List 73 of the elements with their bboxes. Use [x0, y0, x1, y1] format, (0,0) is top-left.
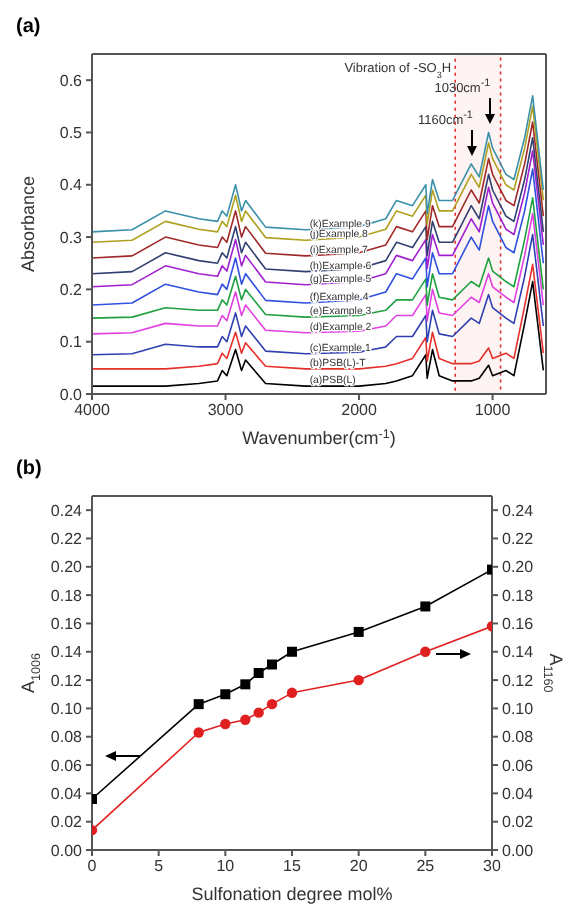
point	[193, 699, 204, 710]
x-tick-label: 20	[349, 857, 369, 876]
y-tick-label: 0.1	[59, 333, 84, 352]
point	[286, 687, 298, 699]
x-tick-label: 25	[416, 857, 436, 876]
y-tick-label: 0.12	[50, 671, 84, 690]
x-tick-label: 15	[283, 857, 302, 876]
x-tick-label: 1000	[474, 401, 512, 420]
y2-tick-label: 0.20	[502, 558, 535, 577]
y2-tick-label: 0.24	[502, 501, 535, 520]
y-tick-label: 0.06	[50, 756, 84, 775]
y-tick-label: 0.20	[50, 558, 84, 577]
point	[420, 646, 431, 657]
y2-tick-label: 0.00	[502, 841, 535, 860]
line-series	[92, 136, 545, 275]
x-tick-label: 30	[483, 857, 502, 876]
y-tick-label: 0.18	[50, 586, 84, 605]
y-tick-label: 0.5	[59, 124, 84, 143]
point	[420, 601, 431, 612]
point	[353, 674, 364, 686]
x-axis-title: Sulfonation degree mol%	[191, 884, 393, 904]
y-tick-label: 0.08	[50, 728, 84, 747]
point	[253, 707, 264, 718]
line-series	[92, 168, 545, 306]
line-series	[92, 263, 545, 370]
y2-tick-label: 0.10	[502, 700, 535, 719]
y-tick-label: 0.10	[50, 700, 84, 719]
point	[266, 698, 278, 710]
y2-tick-label: 0.14	[502, 643, 535, 662]
point	[267, 659, 277, 670]
point	[253, 668, 264, 678]
point	[353, 626, 364, 637]
point	[220, 718, 231, 730]
y2-tick-label: 0.08	[502, 728, 535, 747]
y-tick-label: 0.04	[50, 785, 84, 804]
line-series	[92, 121, 545, 259]
point	[220, 689, 231, 700]
line-series	[92, 212, 545, 335]
x-tick-label: 4000	[74, 401, 111, 420]
point	[287, 646, 297, 657]
x-tick-label: 3000	[207, 401, 245, 420]
y-tick-label: 0.16	[50, 615, 84, 634]
y2-tick-label: 0.02	[502, 813, 535, 832]
x-tick-label: 10	[216, 857, 236, 876]
y-tick-label: 0.22	[50, 530, 84, 549]
point	[193, 727, 204, 738]
x-tick-label: 2000	[341, 401, 378, 420]
x-tick-label: 5	[154, 857, 165, 876]
line-series	[92, 233, 545, 356]
y2-tick-label: 0.16	[502, 615, 535, 634]
y-tick-label: 0.02	[50, 813, 84, 832]
x-axis-title: Wavenumber(cm$^{-1}$)	[242, 427, 396, 448]
point	[240, 714, 251, 725]
y-tick-label: 0.14	[50, 643, 84, 662]
y-tick-label: 0.6	[59, 71, 84, 90]
chart-title: (b)	[16, 458, 44, 482]
chart-title: (a)	[16, 16, 43, 40]
y-tick-label: 0.24	[50, 501, 84, 520]
y-tick-label: 0.00	[50, 841, 84, 860]
y2-tick-label: 0.22	[502, 530, 535, 549]
y2-tick-label: 0.04	[502, 785, 535, 804]
line-series	[92, 149, 545, 288]
y-axis-title: Absorbance	[18, 175, 39, 273]
x-tick-label: 0	[87, 857, 98, 876]
y2-tick-label: 0.06	[502, 756, 535, 775]
y-tick-label: 0.4	[59, 176, 84, 195]
y-tick-label: 0.3	[59, 228, 84, 247]
y-tick-label: 0.0	[59, 385, 84, 404]
line-series	[92, 197, 545, 319]
point	[240, 679, 251, 690]
y2-tick-label: 0.12	[502, 671, 535, 690]
y-tick-label: 0.2	[59, 281, 84, 300]
y2-tick-label: 0.18	[502, 586, 535, 605]
